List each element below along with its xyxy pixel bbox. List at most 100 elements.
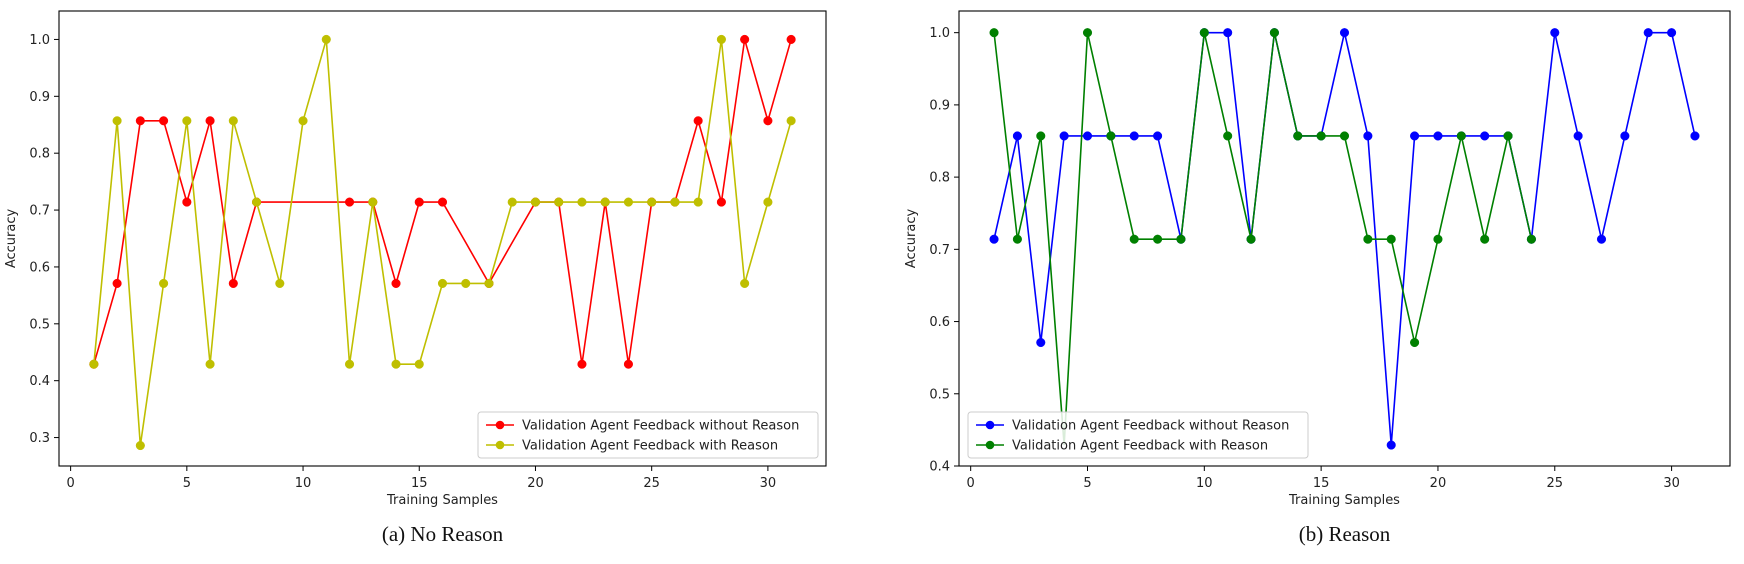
legend-label: Validation Agent Feedback without Reason: [522, 419, 799, 434]
data-point: [554, 197, 564, 207]
data-point: [1293, 131, 1303, 141]
data-point: [1433, 131, 1443, 141]
data-point: [252, 197, 262, 207]
data-point: [1410, 131, 1420, 141]
y-tick-label: 0.9: [29, 90, 50, 105]
x-tick-label: 5: [1083, 476, 1091, 491]
y-tick-label: 0.3: [29, 431, 50, 446]
data-point: [484, 278, 494, 288]
data-point: [391, 278, 401, 288]
x-tick-label: 30: [760, 476, 777, 491]
chart-a: 0 5 10 15 20 25 30 0.3 0.4 0.5 0.6 0.7 0.8 0.9 1.0 Trai…: [4, 10, 827, 546]
data-point: [1526, 234, 1536, 244]
plot-area: [958, 10, 1731, 467]
data-point: [1363, 234, 1373, 244]
legend-entry: Validation Agent Feedback without Reason: [976, 419, 1289, 434]
data-point: [600, 197, 610, 207]
data-point: [1106, 131, 1116, 141]
x-axis-label: Training Samples: [386, 493, 498, 508]
data-point: [647, 197, 657, 207]
x-tick-label: 5: [183, 476, 191, 491]
data-point: [763, 197, 773, 207]
data-point: [298, 116, 308, 126]
legend-marker: [985, 440, 995, 450]
data-point: [1246, 234, 1256, 244]
x-axis-label: Training Samples: [1288, 493, 1400, 508]
data-point: [368, 197, 378, 207]
legend-label: Validation Agent Feedback with Reason: [1012, 439, 1268, 454]
data-point: [1153, 234, 1163, 244]
data-point: [1082, 131, 1093, 141]
data-point: [989, 234, 999, 244]
data-point: [1480, 131, 1490, 141]
data-point: [135, 440, 145, 451]
data-point: [344, 197, 355, 207]
y-tick-label: 0.4: [929, 460, 950, 475]
data-point: [716, 197, 726, 207]
data-point: [507, 197, 517, 207]
data-point: [1433, 234, 1443, 244]
data-point: [740, 278, 750, 288]
subfigure-caption: (b) Reason: [1299, 522, 1391, 546]
x-tick-label: 15: [411, 476, 428, 491]
data-point: [1573, 131, 1583, 141]
series-with-reason: [989, 28, 1536, 446]
data-point: [1667, 28, 1677, 38]
legend-label: Validation Agent Feedback with Reason: [522, 439, 778, 454]
data-point: [321, 34, 331, 44]
x-tick-label: 0: [66, 476, 74, 491]
subfigure-caption: (a) No Reason: [382, 522, 504, 546]
x-tick-label: 20: [527, 476, 544, 491]
legend-label: Validation Agent Feedback without Reason: [1012, 419, 1289, 434]
data-point: [1176, 234, 1186, 244]
x-tick-label: 15: [1313, 476, 1330, 491]
data-point: [530, 197, 541, 207]
data-point: [670, 197, 680, 207]
y-tick-label: 0.6: [29, 260, 50, 275]
data-point: [437, 197, 448, 207]
data-point: [693, 197, 703, 207]
y-tick-label: 0.7: [929, 243, 950, 258]
chart-b: 0 5 10 15 20 25 30 0.4 0.5 0.6 0.7 0.8 0.9 1.0 Trainin…: [904, 10, 1731, 546]
data-point: [1503, 131, 1513, 141]
data-point: [786, 116, 796, 126]
legend-entry: Validation Agent Feedback with Reason: [486, 439, 778, 454]
data-point: [623, 359, 633, 369]
data-point: [693, 116, 703, 126]
data-point: [1269, 28, 1279, 38]
data-point: [1480, 234, 1490, 244]
data-point: [1059, 131, 1069, 141]
data-point: [1199, 28, 1209, 38]
data-point: [182, 197, 192, 207]
x-tick-label: 25: [1546, 476, 1563, 491]
y-tick-label: 0.8: [29, 147, 50, 162]
legend-box: [967, 411, 1309, 459]
data-point: [1386, 234, 1396, 244]
data-point: [1363, 131, 1373, 141]
data-point: [1129, 131, 1139, 141]
data-point: [112, 116, 122, 126]
y-tick-label: 0.7: [29, 204, 50, 219]
y-tick-label: 0.5: [929, 387, 950, 402]
data-point: [228, 278, 238, 288]
data-point: [1082, 28, 1093, 38]
x-tick-label: 30: [1663, 476, 1680, 491]
data-point: [205, 359, 215, 369]
y-tick-label: 0.8: [929, 171, 950, 186]
data-point: [1456, 131, 1466, 141]
legend: Validation Agent Feedback without Reason…: [477, 411, 819, 459]
data-point: [1012, 131, 1022, 141]
data-point: [716, 34, 726, 44]
data-point: [1690, 131, 1700, 141]
data-point: [577, 197, 587, 207]
legend-marker: [495, 420, 505, 430]
data-point: [1153, 131, 1163, 141]
data-point: [414, 359, 424, 369]
data-point: [1596, 234, 1607, 244]
y-tick-label: 0.6: [929, 315, 950, 330]
data-point: [89, 359, 99, 369]
data-point: [623, 197, 633, 207]
data-point: [786, 34, 796, 44]
data-point: [1620, 131, 1630, 141]
